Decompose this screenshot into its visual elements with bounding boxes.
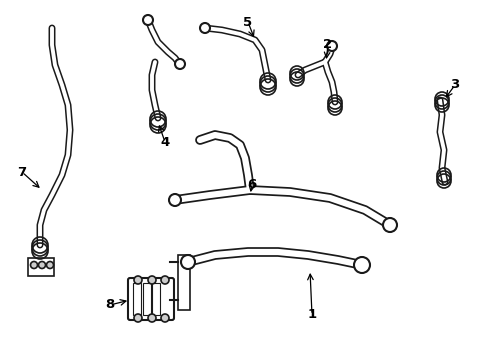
Text: 7: 7 [18, 166, 26, 179]
Circle shape [161, 314, 169, 322]
Circle shape [134, 314, 142, 322]
Circle shape [382, 218, 396, 232]
Circle shape [353, 257, 369, 273]
Circle shape [142, 15, 153, 25]
Circle shape [175, 59, 184, 69]
Bar [133, 283, 141, 315]
Text: 2: 2 [323, 39, 332, 51]
Text: 6: 6 [247, 179, 256, 192]
Circle shape [161, 276, 169, 284]
Circle shape [148, 314, 156, 322]
Circle shape [30, 261, 38, 269]
Text: 4: 4 [160, 135, 169, 148]
FancyBboxPatch shape [28, 258, 54, 276]
Circle shape [39, 261, 45, 269]
Text: 1: 1 [307, 309, 316, 321]
Bar [178, 255, 190, 310]
FancyBboxPatch shape [128, 278, 174, 320]
Bar [152, 283, 160, 315]
Circle shape [134, 276, 142, 284]
Circle shape [148, 276, 156, 284]
Text: 8: 8 [105, 298, 114, 311]
Circle shape [200, 23, 209, 33]
Bar [142, 283, 151, 315]
Circle shape [181, 255, 195, 269]
Text: 5: 5 [243, 15, 252, 28]
Circle shape [46, 261, 53, 269]
Circle shape [169, 194, 181, 206]
Circle shape [326, 41, 336, 51]
Text: 3: 3 [449, 78, 459, 91]
